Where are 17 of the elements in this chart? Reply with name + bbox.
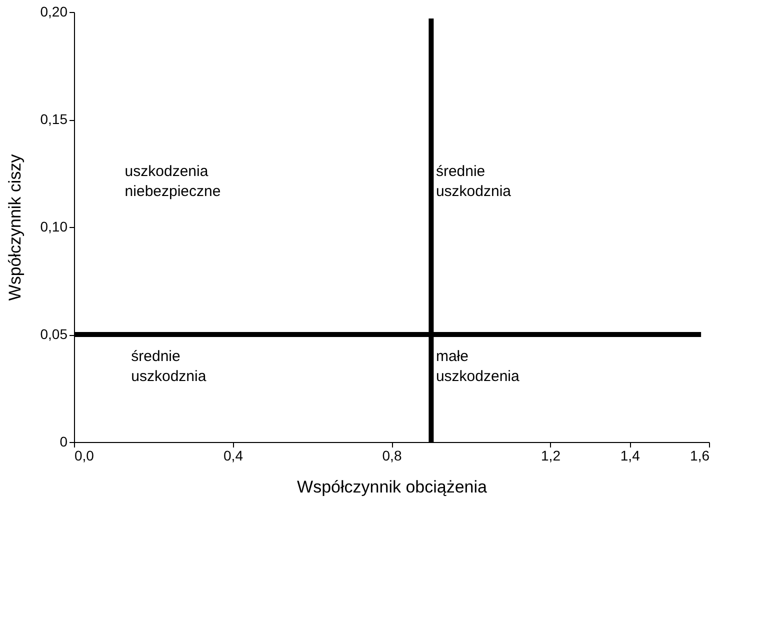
y-tick-label: 0,10 [40, 218, 68, 234]
x-tick-label: 1,6 [690, 448, 710, 464]
y-tick-label: 0,05 [40, 326, 68, 342]
annotation: uszkodzenia niebezpieczne [124, 163, 221, 200]
y-axis-title: Współczynnik ciszy [5, 154, 24, 301]
x-tick-label: 0,8 [382, 448, 402, 464]
y-tick-label: 0 [60, 434, 68, 450]
annotation: małe uszkodzenia [436, 348, 520, 385]
annotation: średnie uszkodznia [436, 163, 512, 200]
y-tick-label: 0,15 [40, 111, 68, 127]
x-axis-title: Współczynnik obciążenia [297, 478, 488, 496]
x-tick-label: 0,0 [74, 448, 94, 464]
y-tick-label: 0,20 [40, 4, 68, 20]
x-tick-label: 1,4 [620, 448, 640, 464]
x-tick-label: 0,4 [224, 448, 244, 464]
x-tick-label: 1,2 [541, 448, 561, 464]
annotation: średnie uszkodznia [131, 348, 207, 385]
